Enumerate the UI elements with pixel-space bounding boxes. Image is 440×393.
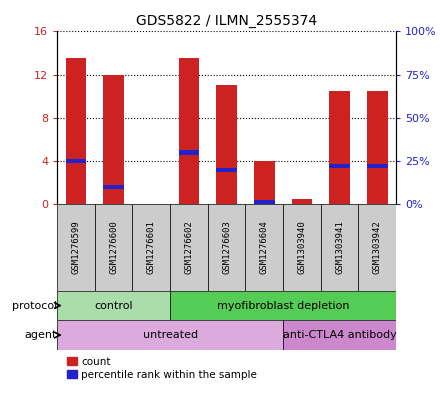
Text: agent: agent xyxy=(25,330,57,340)
Text: GSM1276599: GSM1276599 xyxy=(72,221,81,274)
Text: GSM1276601: GSM1276601 xyxy=(147,221,156,274)
Bar xyxy=(246,204,283,291)
Bar xyxy=(179,150,199,154)
Bar xyxy=(292,199,312,204)
Bar xyxy=(179,59,199,204)
Bar xyxy=(216,167,237,172)
Text: GSM1276604: GSM1276604 xyxy=(260,221,269,274)
Bar xyxy=(57,320,283,350)
Bar xyxy=(66,59,86,204)
Bar xyxy=(283,204,321,291)
Text: untreated: untreated xyxy=(143,330,198,340)
Text: GSM1303941: GSM1303941 xyxy=(335,221,344,274)
Bar xyxy=(216,85,237,204)
Bar xyxy=(367,91,388,204)
Bar xyxy=(66,159,86,163)
Bar xyxy=(170,204,208,291)
Text: GSM1276600: GSM1276600 xyxy=(109,221,118,274)
Bar xyxy=(103,185,124,189)
Bar xyxy=(254,161,275,204)
Bar xyxy=(57,204,95,291)
Text: anti-CTLA4 antibody: anti-CTLA4 antibody xyxy=(282,330,396,340)
Text: control: control xyxy=(94,301,133,310)
Bar xyxy=(95,204,132,291)
Bar xyxy=(283,320,396,350)
Bar xyxy=(254,200,275,205)
Bar xyxy=(132,204,170,291)
Text: GSM1303942: GSM1303942 xyxy=(373,221,381,274)
Bar xyxy=(57,291,170,320)
Text: GSM1303940: GSM1303940 xyxy=(297,221,306,274)
Bar xyxy=(367,164,388,169)
Text: GSM1276602: GSM1276602 xyxy=(184,221,194,274)
Bar xyxy=(103,75,124,204)
Text: GSM1276603: GSM1276603 xyxy=(222,221,231,274)
Bar xyxy=(329,164,350,169)
Bar xyxy=(358,204,396,291)
Bar xyxy=(329,91,350,204)
Bar xyxy=(321,204,358,291)
Title: GDS5822 / ILMN_2555374: GDS5822 / ILMN_2555374 xyxy=(136,14,317,28)
Bar xyxy=(208,204,246,291)
Text: myofibroblast depletion: myofibroblast depletion xyxy=(217,301,349,310)
Bar xyxy=(170,291,396,320)
Text: protocol: protocol xyxy=(12,301,57,310)
Legend: count, percentile rank within the sample: count, percentile rank within the sample xyxy=(62,353,261,384)
